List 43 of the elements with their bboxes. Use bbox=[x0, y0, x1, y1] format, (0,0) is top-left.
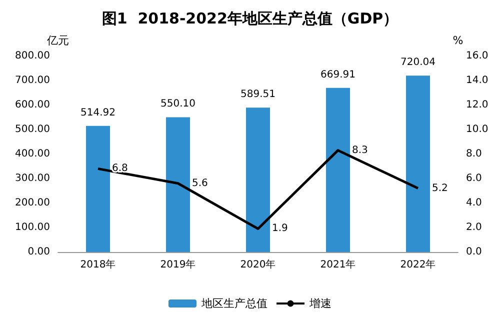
y-tick-label: 400.00 bbox=[15, 148, 50, 160]
bar bbox=[246, 108, 270, 252]
y-tick-label: 0.00 bbox=[28, 246, 50, 258]
y-tick-label: 100.00 bbox=[15, 222, 50, 233]
x-tick-label: 2022年 bbox=[400, 258, 436, 270]
y-tick-label: 200.00 bbox=[15, 198, 50, 208]
y-tick-label: 300.00 bbox=[15, 173, 50, 184]
bar bbox=[406, 76, 430, 252]
bar bbox=[326, 88, 350, 252]
legend-label: 地区生产总值 bbox=[200, 297, 268, 310]
y2-tick-label: 8.0 bbox=[466, 148, 482, 160]
data-label: 669.91 bbox=[320, 69, 356, 80]
data-label: 5.2 bbox=[432, 182, 448, 194]
y2-tick-label: 16.0 bbox=[466, 50, 488, 62]
x-tick-label: 2020年 bbox=[240, 258, 276, 270]
data-label: 6.8 bbox=[112, 163, 128, 174]
x-tick-label: 2018年 bbox=[80, 258, 116, 270]
y2-tick-label: 14.0 bbox=[466, 75, 488, 86]
y-tick-label: 600.00 bbox=[15, 100, 50, 110]
bar bbox=[166, 117, 190, 252]
y2-tick-label: 6.0 bbox=[466, 173, 482, 184]
data-label: 8.3 bbox=[352, 144, 368, 156]
y-axis-title: 亿元 bbox=[46, 34, 69, 47]
y2-tick-label: 12.0 bbox=[466, 100, 488, 110]
data-label: 589.51 bbox=[240, 89, 276, 100]
bar bbox=[86, 126, 110, 252]
data-label: 720.04 bbox=[400, 57, 436, 68]
y-tick-label: 500.00 bbox=[15, 124, 50, 135]
data-label: 1.9 bbox=[272, 223, 288, 234]
x-tick-label: 2021年 bbox=[320, 258, 356, 270]
x-tick-label: 2019年 bbox=[160, 258, 196, 270]
y2-tick-label: 10.0 bbox=[466, 124, 488, 135]
y2-tick-label: 2.0 bbox=[466, 222, 482, 233]
legend-label: 增速 bbox=[308, 297, 332, 310]
y2-axis-title: % bbox=[452, 34, 464, 47]
chart-title: 图1 2018-2022年地区生产总值（GDP） bbox=[102, 10, 398, 28]
y-tick-label: 800.00 bbox=[15, 50, 50, 62]
data-label: 514.92 bbox=[80, 107, 116, 118]
data-label: 5.6 bbox=[192, 178, 208, 189]
data-label: 550.10 bbox=[160, 98, 196, 110]
y2-tick-label: 4.0 bbox=[466, 198, 482, 208]
y2-tick-label: 0.0 bbox=[466, 246, 482, 258]
y-tick-label: 700.00 bbox=[15, 75, 50, 86]
